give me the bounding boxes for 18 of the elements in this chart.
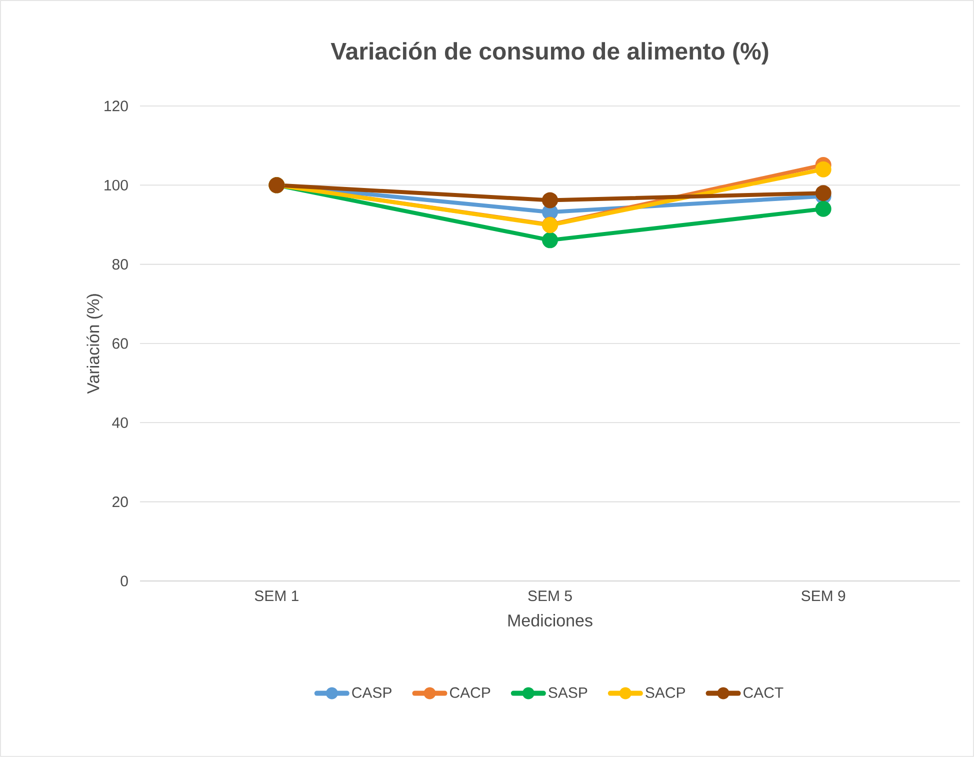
legend-label: CASP bbox=[352, 687, 392, 698]
legend-label: CACT bbox=[744, 687, 784, 698]
y-tick-label: 80 bbox=[112, 259, 128, 270]
x-axis-title: Mediciones bbox=[508, 614, 592, 626]
y-axis-title: Variación (%) bbox=[86, 294, 103, 394]
x-tick-label: SEM 1 bbox=[254, 590, 298, 602]
legend-label: SASP bbox=[548, 687, 588, 698]
legend-label: SACP bbox=[646, 687, 685, 698]
y-tick-label: 100 bbox=[104, 180, 128, 190]
chart-title: Variación de consumo de alimento (%) bbox=[330, 42, 768, 64]
x-tick-label: SEM 5 bbox=[528, 590, 572, 602]
y-tick-label: 120 bbox=[104, 100, 128, 112]
y-tick-label: 40 bbox=[112, 417, 128, 428]
y-tick-label: 60 bbox=[112, 338, 128, 349]
legend-label: CACP bbox=[450, 687, 490, 698]
y-tick-label: 0 bbox=[120, 576, 128, 586]
y-tick-label: 20 bbox=[112, 496, 128, 508]
x-tick-label: SEM 9 bbox=[802, 590, 846, 602]
